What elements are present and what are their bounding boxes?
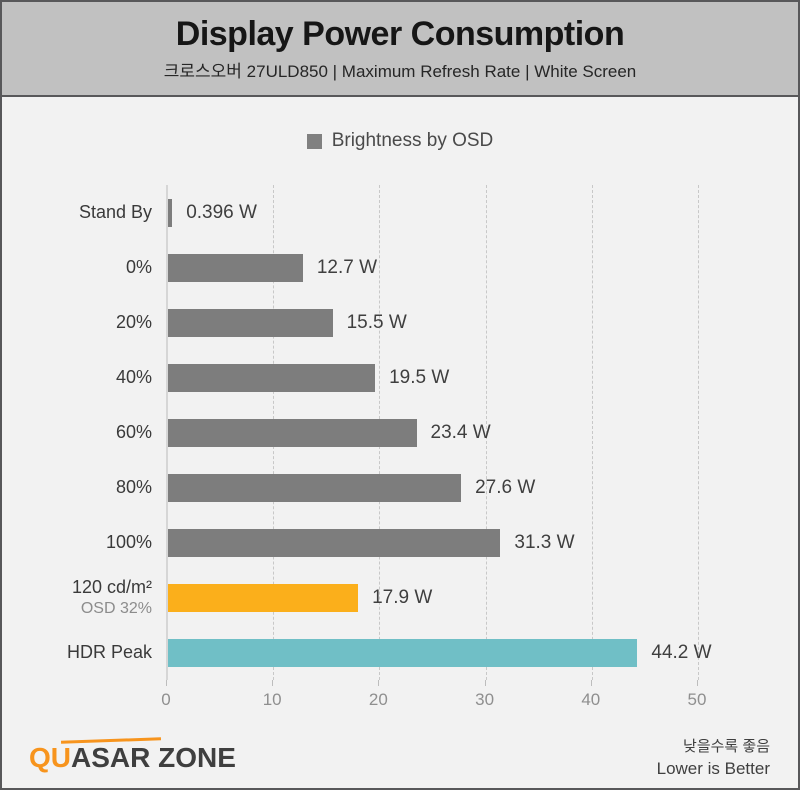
x-tick-label: 50	[687, 690, 707, 709]
x-tick-label: 10	[262, 690, 282, 709]
category-label: 20%	[2, 295, 152, 350]
bar-value-label: 12.7 W	[316, 256, 378, 278]
category-label: 80%	[2, 460, 152, 515]
x-tick-label: 20	[368, 690, 388, 709]
category-label-text: 120 cd/m²	[71, 577, 152, 598]
bar-value-label: 27.6 W	[475, 476, 536, 498]
plot-area: 0.396 W 12.7 W 15.5 W 19.5 W 23.4 W 27.6 W 31.…	[166, 185, 712, 680]
bar-value-label: 19.5 W	[389, 366, 450, 388]
bar-row: 23.4 W	[168, 405, 699, 460]
bar-value-label: 23.4 W	[430, 421, 491, 443]
category-label: Stand By	[2, 185, 152, 240]
bar	[168, 583, 359, 612]
x-axis: 0 10 20 30 40 50	[161, 680, 706, 712]
bar-row: 15.5 W	[168, 295, 699, 350]
chart-legend: Brightness by OSD	[2, 130, 798, 152]
bar-row: 27.6 W	[168, 460, 699, 515]
logo-text-orange: QU	[29, 742, 71, 773]
bar	[168, 363, 376, 392]
bar-value-label: 17.9 W	[372, 586, 433, 608]
bar-row: 19.5 W	[168, 350, 699, 405]
category-label-text: Stand By	[78, 201, 152, 222]
page-subtitle: 크로스오버 27ULD850 | Maximum Refresh Rate | …	[163, 62, 637, 82]
x-tick-label: 30	[475, 690, 495, 709]
category-label: 100%	[2, 515, 152, 570]
category-sublabel-text: OSD 32%	[80, 599, 152, 617]
bar-value-label: 15.5 W	[346, 311, 407, 333]
category-label-text: 100%	[105, 531, 152, 552]
category-label-text: 60%	[115, 421, 152, 442]
x-tick-mark	[590, 680, 592, 686]
x-tick-mark	[484, 680, 486, 686]
category-label: 0%	[2, 240, 152, 295]
lower-is-better-note: 낮을수록 좋음 Lower is Better	[657, 736, 770, 781]
category-label-text: HDR Peak	[66, 641, 152, 662]
x-tick-mark	[272, 680, 274, 686]
note-english: Lower is Better	[656, 759, 770, 778]
x-tick-label: 0	[161, 690, 171, 709]
gridline	[698, 185, 699, 680]
bar-row: 0.396 W	[168, 185, 699, 240]
bar	[168, 638, 638, 667]
x-tick-label: 40	[581, 690, 601, 709]
bar	[168, 473, 462, 502]
legend-label: Brightness by OSD	[331, 130, 494, 151]
category-label: 40%	[2, 350, 152, 405]
y-axis-category-labels: Stand By 0% 20% 40% 60% 80% 100% 120 cd/m² OSD 3…	[2, 185, 152, 680]
x-tick-mark	[166, 680, 167, 686]
bar	[168, 253, 303, 282]
bar-row: 12.7 W	[168, 240, 699, 295]
bar-value-label: 0.396 W	[186, 201, 257, 223]
bar-value-label: 31.3 W	[514, 531, 575, 553]
note-korean: 낮을수록 좋음	[683, 738, 770, 755]
category-label-text: 40%	[115, 366, 152, 387]
gridline	[591, 185, 593, 680]
x-tick-mark	[697, 680, 698, 686]
category-label-text: 0%	[125, 256, 152, 277]
bar-row: 17.9 W	[168, 570, 699, 625]
category-label: 120 cd/m² OSD 32%	[2, 570, 152, 625]
page-title: Display Power Consumption	[175, 15, 625, 53]
quasar-zone-logo: QUASAR ZONE	[29, 737, 236, 773]
bar-row: 31.3 W	[168, 515, 699, 570]
x-tick-mark	[378, 680, 380, 686]
category-label: HDR Peak	[2, 625, 152, 680]
category-label-text: 80%	[115, 476, 152, 497]
chart-header: Display Power Consumption 크로스오버 27ULD850…	[2, 2, 798, 97]
bar-row: 44.2 W	[168, 625, 712, 680]
bar	[168, 198, 173, 227]
bar	[168, 418, 417, 447]
bar	[168, 528, 501, 557]
bar	[168, 308, 333, 337]
gridline	[485, 185, 487, 680]
category-label: 60%	[2, 405, 152, 460]
bar-value-label: 44.2 W	[651, 641, 712, 663]
logo-text-dark: ASAR ZONE	[71, 742, 236, 773]
category-label-text: 20%	[115, 311, 152, 332]
legend-swatch-icon	[306, 133, 322, 149]
